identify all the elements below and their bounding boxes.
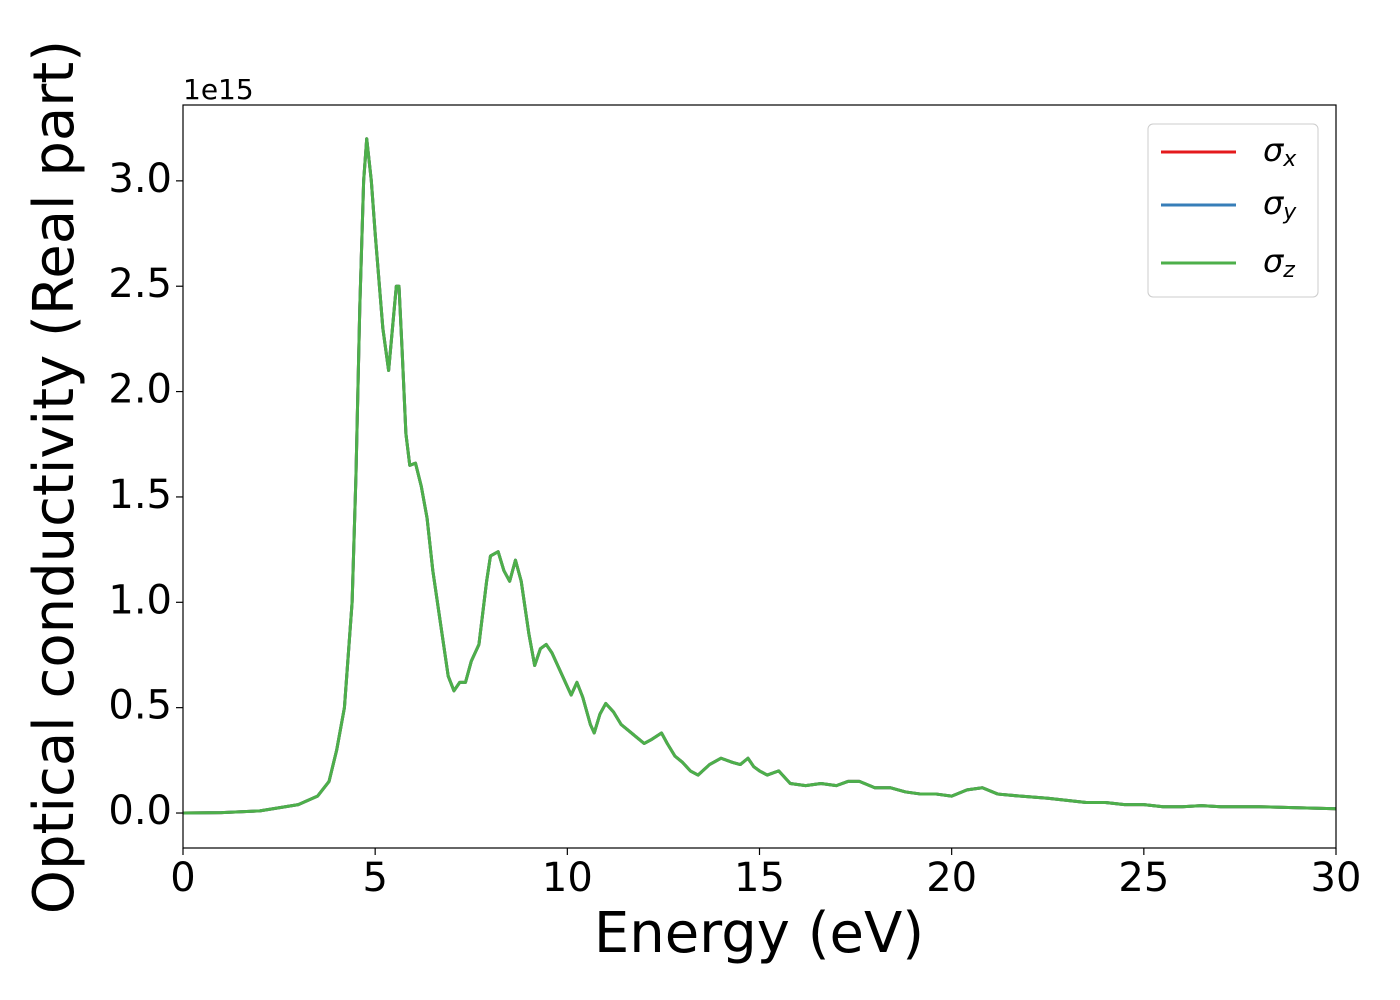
y-axis-label: Optical conductivity (Real part) [22,40,87,914]
x-tick-label: 25 [1118,855,1169,901]
y-tick-label: 2.5 [108,261,172,307]
y-offset-label: 1e15 [183,73,254,106]
y-tick-label: 0.0 [108,788,172,834]
x-tick-label: 30 [1311,855,1362,901]
y-tick-label: 3.0 [108,156,172,202]
legend-label: σz [1263,242,1295,283]
data-line [182,137,1337,815]
x-tick-label: 0 [170,855,195,901]
x-tick-label: 5 [362,855,387,901]
y-tick-label: 0.5 [108,683,172,729]
legend-label: σx [1263,131,1297,172]
y-tick-label: 1.5 [108,472,172,518]
x-axis-label: Energy (eV) [594,901,924,966]
legend-label: σy [1263,184,1297,225]
legend-box [1147,123,1319,298]
y-tick-label: 2.0 [108,367,172,413]
x-tick-label: 10 [542,855,593,901]
x-tick-label: 20 [926,855,977,901]
y-tick-label: 1.0 [108,577,172,623]
x-tick-label: 15 [734,855,785,901]
